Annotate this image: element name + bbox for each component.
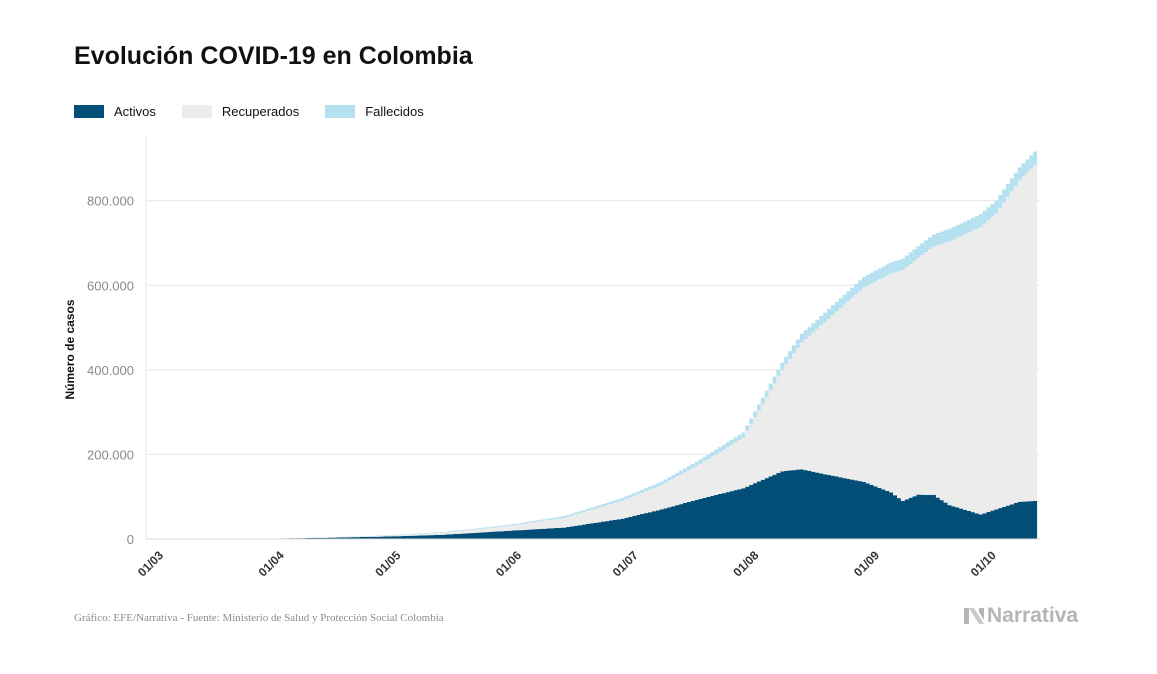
x-tick-label: 01/07 <box>610 548 641 579</box>
x-tick-label: 01/06 <box>493 548 524 579</box>
x-tick-label: 01/04 <box>256 548 287 579</box>
y-tick-label: 400.000 <box>87 363 134 378</box>
brand-name: Narrativa <box>987 604 1079 627</box>
legend-label-recuperados: Recuperados <box>221 104 300 119</box>
legend-label-fallecidos: Fallecidos <box>365 104 424 119</box>
source-note: Gráfico: EFE/Narrativa - Fuente: Ministe… <box>74 612 444 624</box>
legend-item-recuperados: Recuperados <box>181 104 300 119</box>
area-recuperados <box>146 164 1038 539</box>
legend: Activos Recuperados Fallecidos <box>74 104 450 119</box>
x-tick-label: 01/08 <box>730 548 761 579</box>
y-tick-label: 600.000 <box>87 278 134 293</box>
legend-item-fallecidos: Fallecidos <box>325 104 424 119</box>
y-tick-label: 200.000 <box>87 447 134 462</box>
brand-logo: Narrativa <box>963 604 1078 628</box>
y-tick-label: 0 <box>127 532 134 547</box>
legend-label-activos: Activos <box>114 104 156 119</box>
y-tick-label: 800.000 <box>87 194 134 209</box>
x-tick-label: 01/09 <box>851 548 882 579</box>
legend-swatch-fallecidos <box>325 105 356 118</box>
x-tick-label: 01/03 <box>135 548 166 579</box>
x-tick-label: 01/05 <box>372 548 403 579</box>
x-tick-label: 01/10 <box>968 548 999 579</box>
legend-swatch-activos <box>74 105 104 118</box>
legend-swatch-recuperados <box>181 105 212 118</box>
area-activos <box>146 469 1038 539</box>
legend-item-activos: Activos <box>74 104 156 119</box>
narrativa-logo-icon <box>964 608 984 624</box>
chart-title: Evolución COVID-19 en Colombia <box>74 42 473 70</box>
y-axis-label: Número de casos <box>63 299 77 399</box>
